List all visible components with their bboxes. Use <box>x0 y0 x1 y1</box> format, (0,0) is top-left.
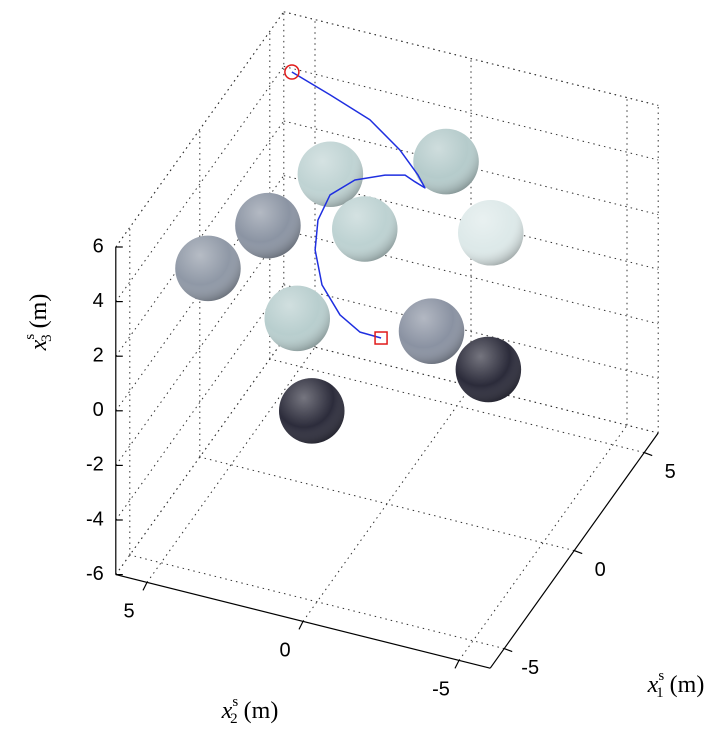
grid-line <box>200 457 574 551</box>
sphere-shade <box>458 200 524 266</box>
tick-mark <box>299 621 303 629</box>
superscript: s <box>22 334 38 340</box>
x3-tick-label: -2 <box>86 454 104 476</box>
grid-line <box>459 425 627 660</box>
x1-tick-label: 5 <box>665 461 676 483</box>
sphere-shade <box>264 286 330 352</box>
sphere-shade <box>298 141 364 207</box>
x3-tick-label: 0 <box>93 399 104 421</box>
x1-tick-label: -5 <box>521 657 539 679</box>
sphere-shade <box>279 378 345 444</box>
subscript: 2 <box>230 711 238 727</box>
x2-tick-label: -5 <box>432 679 450 701</box>
x3-tick-label: 2 <box>93 344 104 366</box>
x3-tick-label: 4 <box>93 290 104 312</box>
axis-line <box>116 575 490 669</box>
tick-mark <box>574 551 582 554</box>
tick-mark <box>644 453 652 456</box>
grid-line <box>130 555 504 649</box>
unit: (m) <box>670 672 705 698</box>
tick-mark <box>504 649 512 652</box>
superscript: s <box>232 694 238 710</box>
subscript: 1 <box>656 685 664 701</box>
tick-mark <box>455 660 459 668</box>
sphere-shade <box>456 337 522 403</box>
x2-tick-label: 5 <box>123 601 134 623</box>
sphere-shade <box>399 298 465 364</box>
x3-tick-label: -4 <box>86 508 104 530</box>
sphere-shade <box>235 193 301 259</box>
x3-tick-label: -6 <box>86 563 104 585</box>
sphere-shade <box>175 236 241 302</box>
x3-tick-label: 6 <box>93 235 104 257</box>
chart: -6-4-20246-505-505xs2(m)xs1(m)xs3(m) <box>0 0 726 738</box>
x1-tick-label: 0 <box>595 559 606 581</box>
subscript: 3 <box>39 334 55 342</box>
unit: (m) <box>244 698 279 724</box>
tick-mark <box>143 582 147 590</box>
unit: (m) <box>26 294 52 329</box>
superscript: s <box>658 668 664 684</box>
grid-line <box>147 347 315 582</box>
sphere-shade <box>332 196 398 262</box>
x3-axis-label: xs3(m) <box>22 294 55 352</box>
axis-line <box>490 433 658 668</box>
x2-tick-label: 0 <box>279 640 290 662</box>
